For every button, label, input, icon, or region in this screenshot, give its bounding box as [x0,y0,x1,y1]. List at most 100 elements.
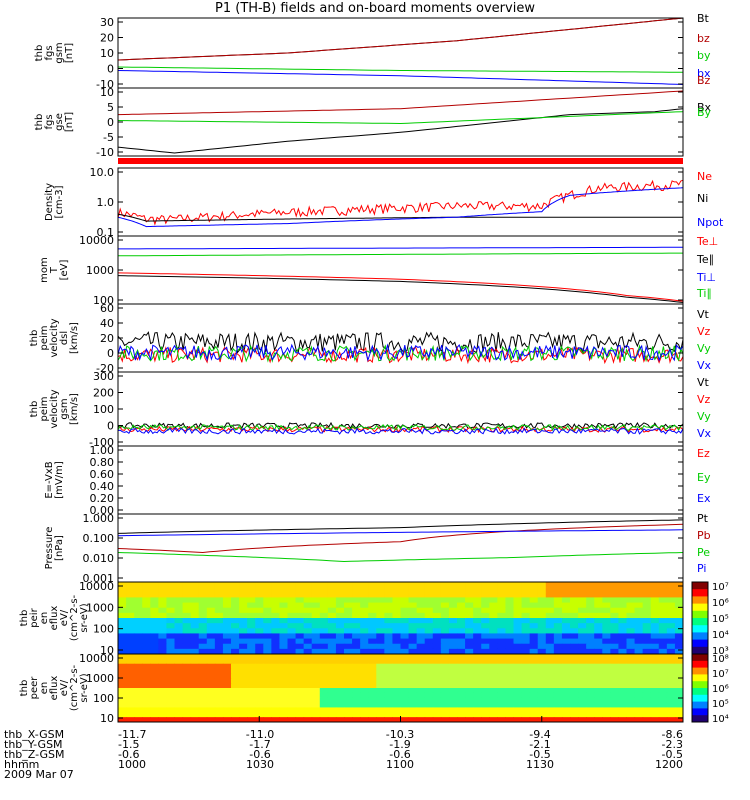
heatmap-cell [570,688,579,694]
heatmap-cell [198,707,208,713]
y-tick-label: 30 [100,16,114,29]
heatmap-cell [134,587,143,593]
heatmap-cell [327,597,337,604]
heatmap-cell [287,582,297,588]
heatmap-cell [150,623,159,629]
heatmap-cell [561,668,571,674]
heatmap-cell [424,678,434,684]
heatmap-cell [134,702,143,708]
heatmap-cell [457,643,466,650]
heatmap-cell [206,697,216,704]
heatmap-cell [206,587,216,593]
heatmap-cell [553,643,563,650]
heatmap-cell [368,582,377,588]
heatmap-cell [650,602,660,609]
heatmap-cell [271,628,280,634]
heatmap-cell [465,587,474,593]
heatmap-cell [190,582,200,588]
heatmap-cell [457,607,466,614]
heatmap-cell [465,638,474,645]
y-tick-label: 20 [100,32,114,45]
heatmap-cell [384,663,393,670]
heatmap-cell [303,692,313,699]
heatmap-cell [166,712,175,718]
y-axis-label: fgs [44,114,55,129]
heatmap-cell [618,582,627,588]
heatmap-cell [335,683,345,689]
legend-Vy: Vy [697,342,711,355]
heatmap-cell [271,607,280,614]
heatmap-cell [142,643,151,650]
colorbar-segment [692,660,708,669]
heatmap-cell [255,592,264,598]
heatmap-cell [586,592,595,598]
heatmap-cell [303,683,313,689]
heatmap-cell [319,592,329,598]
heatmap-cell [618,712,627,718]
heatmap-cell [642,688,652,694]
y-tick-label: -100 [89,436,114,449]
heatmap-cell [295,688,305,694]
heatmap-cell [279,597,288,604]
heatmap-cell [214,648,224,655]
heatmap-cell [134,692,143,699]
heatmap-cell [376,702,385,708]
heatmap-cell [190,663,200,670]
heatmap-cell [118,654,127,660]
heatmap-cell [658,712,668,718]
y-tick-label: 40 [100,317,114,330]
heatmap-cell [311,683,321,689]
heatmap-cell [303,607,313,614]
footer-value: 1200 [655,758,683,771]
heatmap-cell [513,623,523,629]
heatmap-cell [626,633,636,640]
heatmap-cell [497,717,506,723]
heatmap-cell [570,592,579,598]
heatmap-cell [166,633,175,640]
colorbar-tick-label: 10⁵ [712,614,729,625]
heatmap-cell [287,663,297,670]
series-Bx [117,108,684,154]
heatmap-cell [311,638,321,645]
heatmap-cell [416,633,426,640]
footer-value: -2.3 [662,738,683,751]
heatmap-cell [190,628,200,634]
heatmap-cell [206,607,216,614]
heatmap-cell [279,697,288,704]
heatmap-cell [287,597,297,604]
heatmap-cell [465,607,474,614]
heatmap-cell [295,648,305,655]
heatmap-cell [650,673,660,679]
heatmap-cell [118,688,127,694]
heatmap-cell [602,648,611,655]
heatmap-cell [182,692,192,699]
heatmap-cell [626,612,636,619]
heatmap-cell [142,717,151,723]
heatmap-cell [634,628,644,634]
y-axis-label: thb [19,610,30,627]
heatmap-cell [545,668,555,674]
heatmap-cell [287,697,297,704]
heatmap-cell [610,597,619,604]
heatmap-cell [142,712,151,718]
heatmap-cell [674,658,684,665]
heatmap-cell [182,717,192,723]
heatmap-cell [489,683,498,689]
heatmap-cell [126,582,135,588]
heatmap-cell [376,643,385,650]
heatmap-cell [424,658,434,665]
heatmap-cell [570,683,579,689]
heatmap-cell [263,607,272,614]
heatmap-cell [537,612,547,619]
heatmap-cell [658,618,668,624]
heatmap-cell [666,654,676,660]
heatmap-cell [666,717,676,723]
heatmap-cell [174,697,184,704]
heatmap-cell [650,618,660,624]
colorbar-segment [692,639,708,648]
legend-Ez: Ez [697,447,710,460]
heatmap-cell [198,612,208,619]
heatmap-cell [489,618,498,624]
heatmap-cell [618,597,627,604]
heatmap-cell [529,607,539,614]
